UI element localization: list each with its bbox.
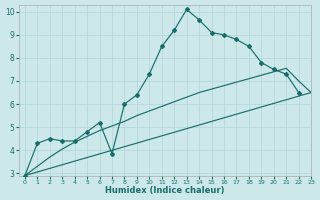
- X-axis label: Humidex (Indice chaleur): Humidex (Indice chaleur): [105, 186, 225, 195]
